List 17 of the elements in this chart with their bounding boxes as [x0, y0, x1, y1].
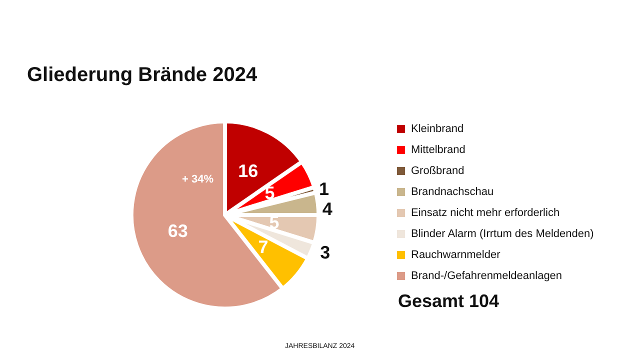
legend-label: Kleinbrand: [411, 123, 464, 135]
legend-label: Brandnachschau: [411, 186, 494, 198]
data-label: 1: [319, 178, 330, 199]
legend-label: Einsatz nicht mehr erforderlich: [411, 207, 560, 219]
data-label: 16: [238, 160, 258, 181]
chart-title: Gliederung Brände 2024: [27, 64, 258, 86]
legend-label: Blinder Alarm (Irrtum des Meldenden): [411, 228, 594, 240]
text: Gesamt 104: [398, 291, 500, 311]
data-label: 4: [322, 198, 332, 219]
text: + 34%: [182, 174, 214, 186]
legend-label: Brand-/Gefahrenmeldeanlagen: [411, 270, 562, 282]
data-label: 63: [168, 221, 188, 242]
legend-label: Mittelbrand: [411, 144, 466, 156]
data-label: 3: [320, 242, 330, 262]
legend-label: Rauchwarnmelder: [411, 249, 501, 261]
data-label: 7: [258, 236, 268, 257]
legend-label: Großbrand: [411, 165, 464, 177]
